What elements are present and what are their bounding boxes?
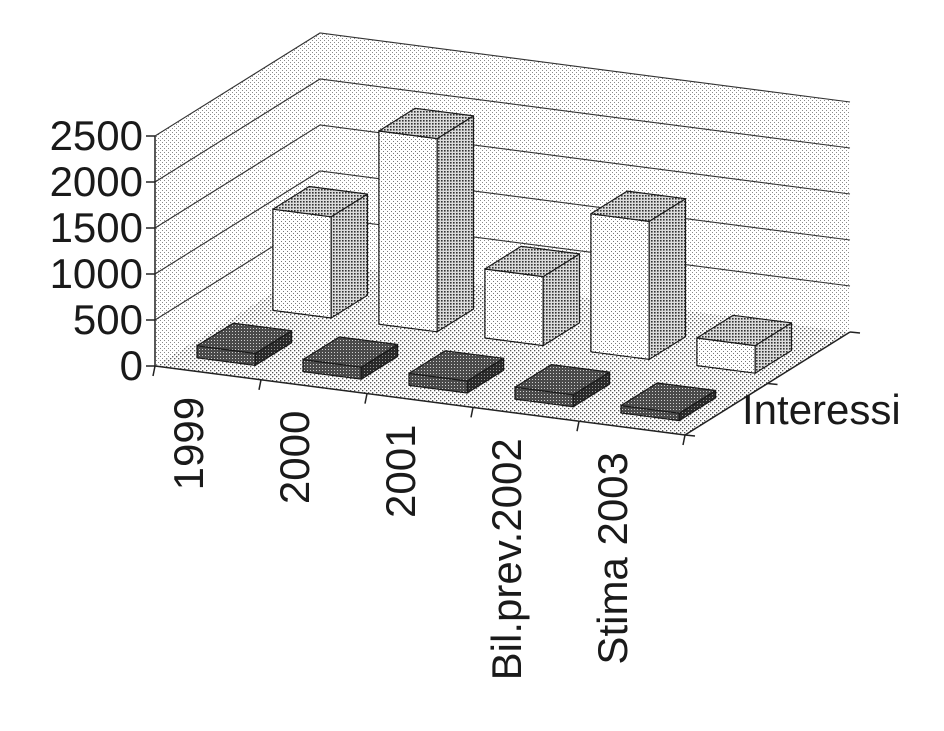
depth-tick (684, 434, 696, 437)
gridline (154, 32, 851, 137)
x-tick-label: 2000 (271, 411, 318, 504)
front-series-bar-top (514, 364, 611, 396)
front-series-bar (196, 322, 293, 366)
x-tick (576, 421, 580, 432)
back-series-bar-top (696, 314, 793, 347)
gridline (154, 78, 851, 183)
front-series-bar-top (302, 336, 399, 368)
back-series-bar (484, 245, 581, 347)
back-series-bar-top (378, 107, 475, 140)
x-tick (682, 434, 686, 446)
x-tick (364, 393, 368, 404)
x-tick-label: Stima 2003 (589, 452, 636, 664)
depth-tick (767, 382, 778, 386)
depth-tick (849, 331, 861, 334)
gridline (154, 124, 851, 229)
y-tick-label: 2000 (50, 158, 143, 205)
back-series-bar-top (590, 190, 687, 222)
back-series-bar-front (272, 208, 332, 319)
back-series-bar (696, 314, 793, 374)
x-tick (258, 379, 262, 390)
front-series-bar-top (620, 382, 717, 414)
back-series-bar (272, 185, 369, 319)
back-series-bar-front (484, 268, 544, 347)
front-series-bar (514, 364, 611, 408)
depth-axis-label: Interessi (742, 386, 901, 433)
back-series-bar-top (484, 245, 581, 278)
x-tick (470, 407, 474, 418)
x-tick-label: 1999 (165, 397, 212, 490)
y-tick-label: 1500 (50, 204, 143, 251)
x-tick-label: Bil.prev.2002 (483, 438, 530, 680)
front-series-bar (302, 336, 399, 380)
back-series-bar-top (272, 185, 369, 218)
y-tick-label: 500 (73, 296, 143, 343)
front-series-bar (408, 350, 505, 394)
front-series-bar-top (408, 350, 505, 382)
bars (196, 107, 793, 422)
x-tick-label: 2001 (377, 425, 424, 518)
back-series-bar-front (590, 213, 650, 360)
y-tick-label: 0 (120, 342, 143, 389)
back-series-bar (590, 190, 687, 360)
front-series-bar (620, 382, 717, 422)
back-series-bar-side (648, 198, 687, 360)
axes (146, 135, 861, 446)
back-series-bar (378, 107, 475, 333)
back-series-bar-side (436, 115, 475, 333)
y-tick-label: 1000 (50, 250, 143, 297)
back-series-bar-front (378, 130, 438, 333)
x-axis-line (154, 365, 686, 436)
x-tick (152, 365, 156, 377)
front-series-bar-top (196, 322, 293, 354)
y-tick-label: 2500 (50, 112, 143, 159)
